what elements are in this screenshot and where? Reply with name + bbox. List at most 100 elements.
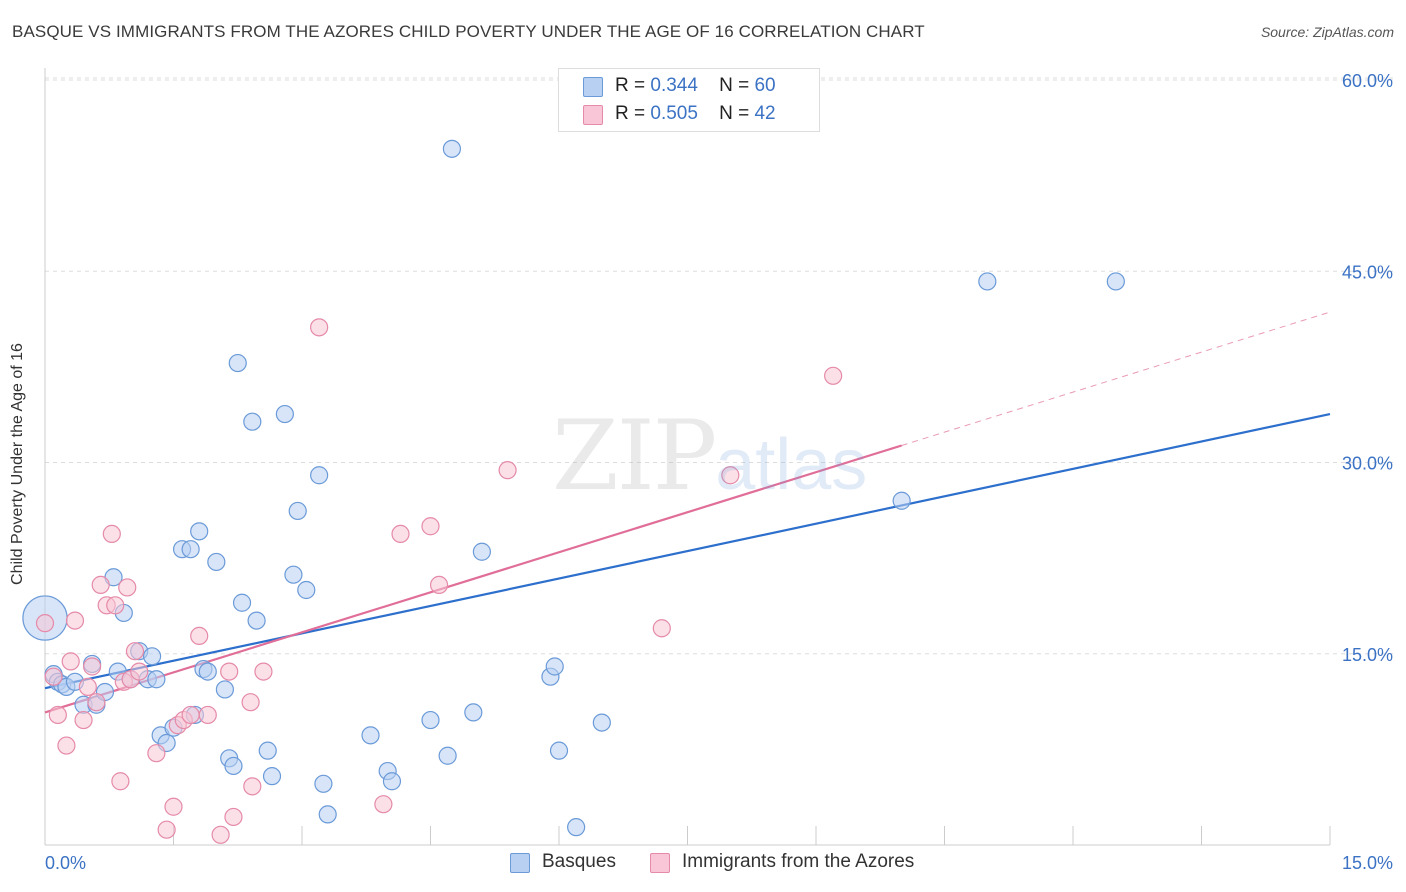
basques-trend-line xyxy=(44,412,1331,690)
basques-point xyxy=(442,139,462,158)
azores-swatch xyxy=(583,105,603,125)
azores-point xyxy=(254,662,273,681)
azores-point xyxy=(61,652,80,671)
source-label: Source: ZipAtlas.com xyxy=(1260,24,1394,40)
r-value: 0.344 xyxy=(650,75,698,96)
basques-swatch xyxy=(510,853,530,873)
basques-point xyxy=(284,565,303,584)
series-legend: Basques Immigrants from the Azores xyxy=(0,851,1406,879)
azores-point xyxy=(157,820,176,839)
basques-swatch xyxy=(583,77,603,97)
trend-lines xyxy=(44,311,1331,714)
azores-point xyxy=(310,318,329,337)
azores-point xyxy=(83,657,102,676)
basques-point xyxy=(232,593,252,612)
basques-point xyxy=(262,767,282,786)
basques-point xyxy=(567,818,586,837)
basques-point xyxy=(978,272,997,291)
azores-point xyxy=(78,677,97,697)
basques-point xyxy=(288,501,307,521)
azores-point xyxy=(498,461,517,480)
basques-point xyxy=(592,713,611,732)
x-tick-label-min: 0.0% xyxy=(45,853,86,873)
legend-label-basques: Basques xyxy=(542,851,616,872)
basques-point xyxy=(361,726,380,745)
azores-point xyxy=(57,736,76,755)
azores-point xyxy=(374,795,393,814)
n-label: N = xyxy=(719,75,750,96)
basques-point xyxy=(421,710,440,730)
y-tick-label: 60.0% xyxy=(1342,71,1393,91)
basques-point xyxy=(207,552,226,572)
azores-point xyxy=(824,366,843,385)
basques-point xyxy=(892,491,911,510)
y-tick-label: 15.0% xyxy=(1342,645,1393,665)
chart-title: BASQUE VS IMMIGRANTS FROM THE AZORES CHI… xyxy=(12,22,925,41)
basques-point xyxy=(224,756,243,776)
azores-swatch xyxy=(650,853,670,873)
basques-point xyxy=(181,540,200,559)
azores-point xyxy=(190,626,209,646)
basques-point xyxy=(549,741,569,760)
azores-point xyxy=(102,524,121,544)
azores-point xyxy=(220,662,239,681)
watermark: ZIPatlas xyxy=(552,400,867,512)
n-value: 60 xyxy=(754,75,776,96)
azores-point xyxy=(130,662,149,681)
azores-point xyxy=(125,642,145,661)
azores-point xyxy=(44,667,63,686)
legend-stats-basques: R = 0.344 N = 60 xyxy=(615,75,776,97)
basques-point xyxy=(147,670,166,689)
data-points xyxy=(22,139,1125,844)
correlation-legend: R = 0.344 N = 60 R = 0.505 N = 42 xyxy=(558,68,820,132)
basques-point xyxy=(310,466,329,485)
basques-point xyxy=(275,404,294,424)
basques-point xyxy=(472,542,491,561)
basques-point xyxy=(228,353,247,373)
azores-point xyxy=(65,611,85,630)
basques-point xyxy=(190,522,209,541)
azores-point xyxy=(198,705,217,725)
azores-point xyxy=(652,619,671,638)
basques-point xyxy=(545,657,564,676)
r-label: R = xyxy=(615,75,646,96)
azores-point xyxy=(147,744,166,763)
azores-point xyxy=(48,705,67,725)
azores-point xyxy=(91,575,110,595)
azores-point xyxy=(87,693,106,712)
r-label: R = xyxy=(615,103,646,124)
azores-point xyxy=(111,772,130,791)
watermark-atlas: atlas xyxy=(715,425,868,505)
legend-label-azores: Immigrants from the Azores xyxy=(682,851,915,872)
basques-point xyxy=(243,412,262,431)
azores-point xyxy=(35,614,55,633)
azores-point xyxy=(429,575,449,595)
azores-point xyxy=(241,693,260,712)
legend-stats-azores: R = 0.505 N = 42 xyxy=(615,103,776,125)
basques-point xyxy=(297,580,316,600)
n-label: N = xyxy=(719,103,750,124)
basques-point xyxy=(464,703,483,722)
y-axis-label: Child Poverty Under the Age of 16 xyxy=(9,343,26,585)
azores-trend-projection xyxy=(901,311,1331,446)
basques-point xyxy=(438,746,457,765)
basques-point xyxy=(142,647,162,666)
axes xyxy=(44,68,1331,846)
azores-point xyxy=(243,777,262,796)
watermark-zip: ZIP xyxy=(552,400,717,512)
y-tick-label: 45.0% xyxy=(1342,262,1393,282)
n-value: 42 xyxy=(754,103,776,124)
azores-point xyxy=(181,705,200,725)
r-value: 0.505 xyxy=(650,103,698,124)
basques-point xyxy=(258,741,277,760)
azores-point xyxy=(391,524,410,544)
basques-point xyxy=(382,772,402,791)
tick-labels: 15.0% 30.0% 45.0% 60.0% 0.0% 15.0% xyxy=(45,71,1393,873)
azores-point xyxy=(421,517,440,536)
basques-point xyxy=(247,611,266,630)
basques-point xyxy=(318,805,337,824)
azores-point xyxy=(118,578,137,597)
basques-point xyxy=(1106,272,1125,291)
azores-point xyxy=(721,466,740,485)
x-tick-label-max: 15.0% xyxy=(1342,853,1393,873)
